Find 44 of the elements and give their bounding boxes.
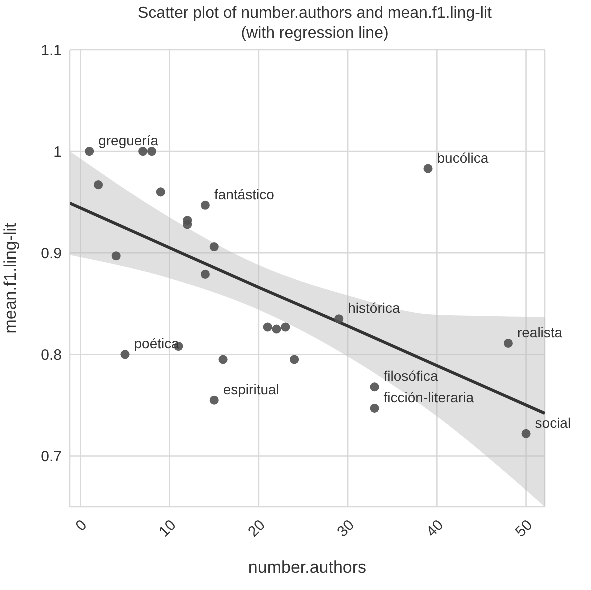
point <box>281 322 290 332</box>
point <box>424 164 433 174</box>
x-tick-label: 10 <box>156 516 180 541</box>
annotation: social <box>535 414 572 431</box>
point <box>370 404 380 413</box>
point <box>200 270 210 279</box>
point <box>218 355 228 364</box>
annotation: ficción-literaria <box>384 389 474 406</box>
x-tick-label: 20 <box>245 516 269 541</box>
y-tick-label: 1.1 <box>41 42 62 60</box>
point <box>85 147 94 156</box>
y-axis-title: mean.f1.ling-lit <box>1 222 20 334</box>
point <box>210 242 219 252</box>
y-tick-label: 0.7 <box>41 448 62 466</box>
point <box>156 188 166 197</box>
point <box>504 338 513 348</box>
annotation: filosófica <box>384 368 438 384</box>
point <box>272 324 282 334</box>
x-tick-label: 30 <box>334 516 358 541</box>
point <box>263 322 272 332</box>
point <box>210 396 219 405</box>
point <box>370 382 380 392</box>
point <box>200 200 210 210</box>
point <box>334 314 344 324</box>
point <box>522 429 531 438</box>
annotation: bucólica <box>437 150 489 166</box>
y-tick-label: 0.8 <box>41 346 62 364</box>
point <box>120 350 130 360</box>
x-tick-label: 0 <box>72 516 91 535</box>
annotation: greguería <box>98 132 159 149</box>
x-tick-label: 50 <box>512 516 536 541</box>
annotation: espiritual <box>223 381 280 398</box>
x-tick-label: 40 <box>423 516 448 541</box>
point <box>112 252 121 261</box>
point <box>94 180 104 190</box>
annotation: realista <box>517 324 563 340</box>
y-tick-label: 1 <box>54 144 62 161</box>
point <box>290 355 300 364</box>
annotation: fantástico <box>214 186 275 202</box>
x-axis-title: number.authors <box>248 558 367 577</box>
point <box>183 220 192 230</box>
annotation: histórica <box>348 300 400 316</box>
chart-title: Scatter plot of number.authors and mean.f1.ling-lit (with regression line) <box>137 4 493 44</box>
y-tick-label: 0.9 <box>41 245 62 262</box>
